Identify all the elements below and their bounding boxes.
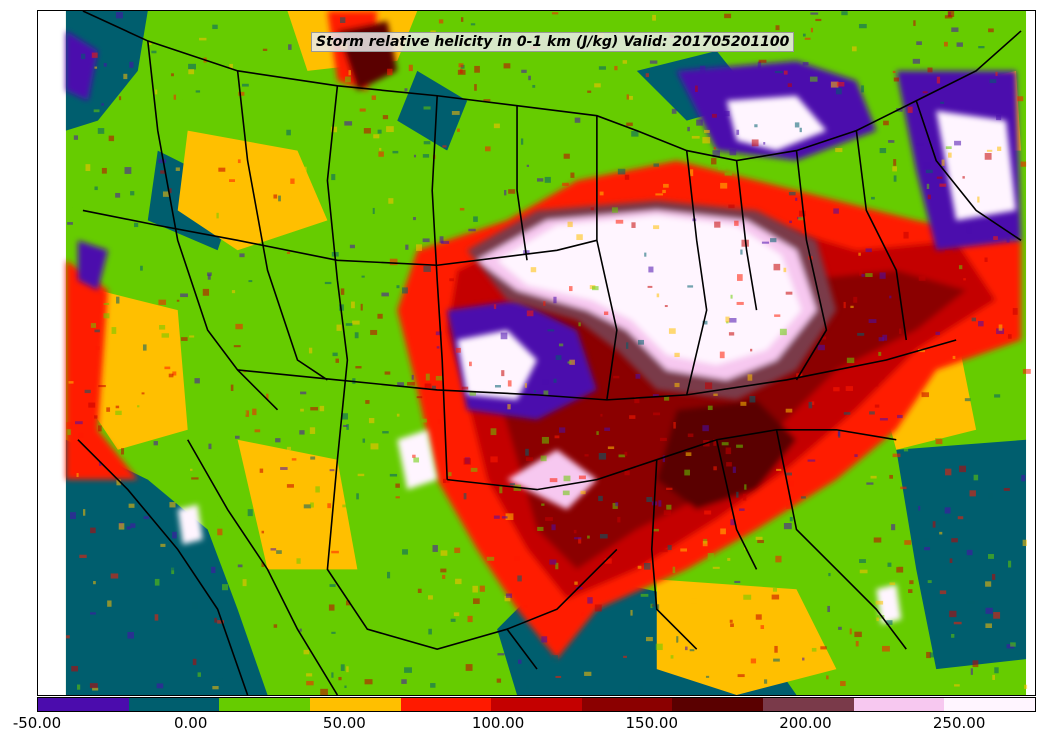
colorbar-tick-label: 150.00 (625, 714, 679, 732)
colorbar (37, 697, 1036, 712)
colorbar-tick-label: 50.00 (322, 714, 366, 732)
colorbar-segment (128, 698, 220, 711)
map-panel: Storm relative helicity in 0-1 km (J/kg)… (37, 10, 1036, 696)
colorbar-tick-label: 100.00 (471, 714, 525, 732)
map-title: Storm relative helicity in 0-1 km (J/kg)… (311, 32, 795, 52)
colorbar-segment (853, 698, 945, 711)
field-texture (66, 11, 1031, 695)
colorbar-tick-label: 200.00 (779, 714, 832, 732)
political-boundaries (77, 11, 1022, 695)
colorbar-segment (763, 698, 854, 711)
colorbar-tick-label: 0.00 (173, 714, 208, 732)
colorbar-tick-label: -50.00 (12, 714, 62, 732)
colorbar-segment (672, 698, 764, 711)
colorbar-ticks: -50.00 0.00 50.00 100.00 150.00 200.00 250.00 (0, 714, 1044, 738)
colorbar-segment (581, 698, 673, 711)
colorbar-tick-label: 250.00 (932, 714, 986, 732)
colorbar-segment (944, 698, 1036, 711)
colorbar-segment (400, 698, 492, 711)
colorbar-segment (309, 698, 401, 711)
helicity-field-map (65, 11, 1031, 695)
colorbar-segment (38, 698, 129, 711)
colorbar-segment (491, 698, 582, 711)
colorbar-segment (219, 698, 310, 711)
